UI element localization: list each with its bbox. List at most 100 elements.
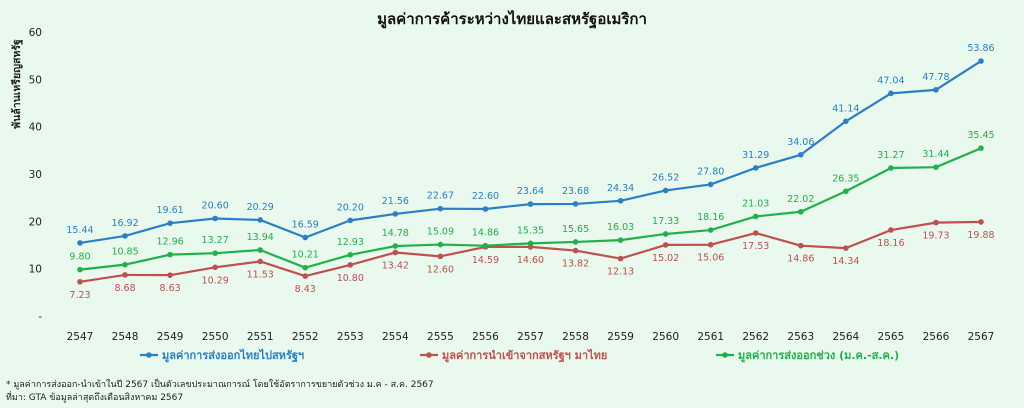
- data-point: [302, 264, 309, 271]
- data-label: 27.80: [697, 166, 724, 177]
- data-point: [888, 90, 894, 97]
- x-tick-label: 2548: [112, 331, 139, 343]
- data-label: 17.53: [742, 241, 769, 252]
- y-axis-label: พันล้านเหรียญสหรัฐ: [10, 39, 23, 129]
- data-point: [392, 249, 399, 256]
- data-point: [437, 205, 444, 212]
- x-tick-label: 2555: [427, 331, 454, 343]
- data-point: [482, 206, 489, 212]
- data-point: [752, 230, 759, 236]
- data-label: 14.60: [517, 255, 544, 266]
- legend-marker: [426, 352, 432, 358]
- data-point: [77, 278, 83, 285]
- y-tick-label: 40: [29, 122, 42, 134]
- data-label: 15.35: [517, 225, 544, 236]
- data-point: [212, 264, 218, 271]
- data-point: [662, 187, 669, 194]
- data-label: 18.16: [697, 212, 724, 223]
- x-tick-label: 2567: [968, 331, 995, 343]
- data-label: 15.06: [697, 253, 724, 264]
- data-label: 16.59: [292, 219, 319, 230]
- data-label: 41.14: [832, 103, 859, 114]
- data-point: [798, 151, 804, 158]
- data-point: [347, 217, 354, 224]
- data-point: [617, 237, 624, 243]
- data-label: 16.92: [111, 218, 138, 229]
- data-label: 21.56: [382, 196, 409, 207]
- data-label: 26.52: [652, 172, 679, 183]
- data-label: 15.44: [66, 225, 93, 236]
- series-layer: 15.44 16.92 19.61 20.60 20.29 16.59 20.20 21.56…: [66, 43, 994, 301]
- data-point: [843, 188, 849, 195]
- data-point: [978, 58, 984, 64]
- y-tick-label: 60: [29, 27, 42, 39]
- footnote-line: * มูลค่าการส่งออก-นำเข้าในปี 2567 เป็นตั…: [6, 377, 434, 390]
- data-point: [257, 258, 264, 265]
- data-label: 19.73: [922, 231, 949, 242]
- legend-marker: [722, 352, 728, 358]
- data-label: 22.02: [787, 194, 814, 205]
- data-label: 14.86: [472, 228, 499, 239]
- chart-title: มูลค่าการค้าระหว่างไทยและสหรัฐอเมริกา: [377, 9, 647, 29]
- x-tick-label: 2565: [878, 331, 905, 343]
- data-label: 18.16: [877, 238, 904, 249]
- data-label: 17.33: [652, 216, 679, 227]
- data-label: 31.44: [922, 149, 949, 160]
- data-point: [167, 272, 173, 278]
- data-label: 10.85: [111, 247, 138, 258]
- data-point: [122, 272, 128, 278]
- data-point: [978, 219, 984, 225]
- data-label: 20.60: [202, 200, 229, 211]
- data-point: [933, 164, 939, 170]
- data-point: [122, 233, 128, 239]
- data-point: [347, 262, 354, 268]
- data-point: [482, 242, 489, 249]
- data-point: [572, 201, 579, 207]
- data-label: 23.64: [517, 186, 544, 197]
- x-tick-label: 2559: [607, 331, 634, 343]
- data-point: [122, 261, 128, 268]
- data-label: 23.68: [562, 186, 589, 197]
- data-label: 10.80: [337, 273, 364, 284]
- data-point: [707, 241, 714, 248]
- data-label: 31.27: [877, 150, 904, 161]
- data-label: 10.21: [292, 250, 319, 261]
- x-tick-label: 2547: [67, 331, 94, 343]
- x-tick-label: 2554: [382, 331, 409, 343]
- data-point: [572, 239, 579, 245]
- data-point: [978, 145, 984, 152]
- data-label: 31.29: [742, 150, 769, 161]
- legend: มูลค่าการส่งออกไทยไปสหรัฐฯ มูลค่าการนำเข้…: [140, 348, 899, 363]
- series-2: 9.80 10.85 12.96 13.27 13.94 10.21 12.93 14.78 1…: [69, 130, 995, 273]
- data-label: 15.65: [562, 224, 589, 235]
- data-point: [302, 273, 309, 279]
- data-point: [257, 217, 264, 223]
- data-label: 13.42: [382, 260, 409, 271]
- data-point: [888, 227, 894, 233]
- data-label: 21.03: [742, 198, 769, 209]
- data-point: [843, 245, 849, 251]
- data-label: 35.45: [967, 130, 994, 141]
- data-point: [527, 240, 534, 247]
- y-tick-label: 30: [29, 169, 42, 181]
- x-tick-label: 2552: [292, 331, 319, 343]
- data-label: 34.06: [787, 137, 814, 148]
- data-point: [662, 242, 669, 248]
- data-label: 13.82: [562, 259, 589, 270]
- data-point: [888, 165, 894, 171]
- data-label: 19.88: [967, 230, 994, 241]
- data-label: 12.93: [337, 237, 364, 248]
- x-tick-label: 2553: [337, 331, 364, 343]
- data-point: [933, 219, 939, 226]
- x-tick-label: 2563: [787, 331, 814, 343]
- data-point: [752, 165, 759, 171]
- data-point: [167, 251, 173, 258]
- data-label: 12.60: [427, 264, 454, 275]
- data-label: 15.09: [427, 227, 454, 238]
- data-label: 22.60: [472, 191, 499, 202]
- x-tick-label: 2550: [202, 331, 229, 343]
- data-label: 14.34: [832, 256, 859, 267]
- legend-label: มูลค่าการส่งออกช่วง (ม.ค.-ส.ค.): [738, 349, 899, 363]
- data-point: [302, 234, 309, 241]
